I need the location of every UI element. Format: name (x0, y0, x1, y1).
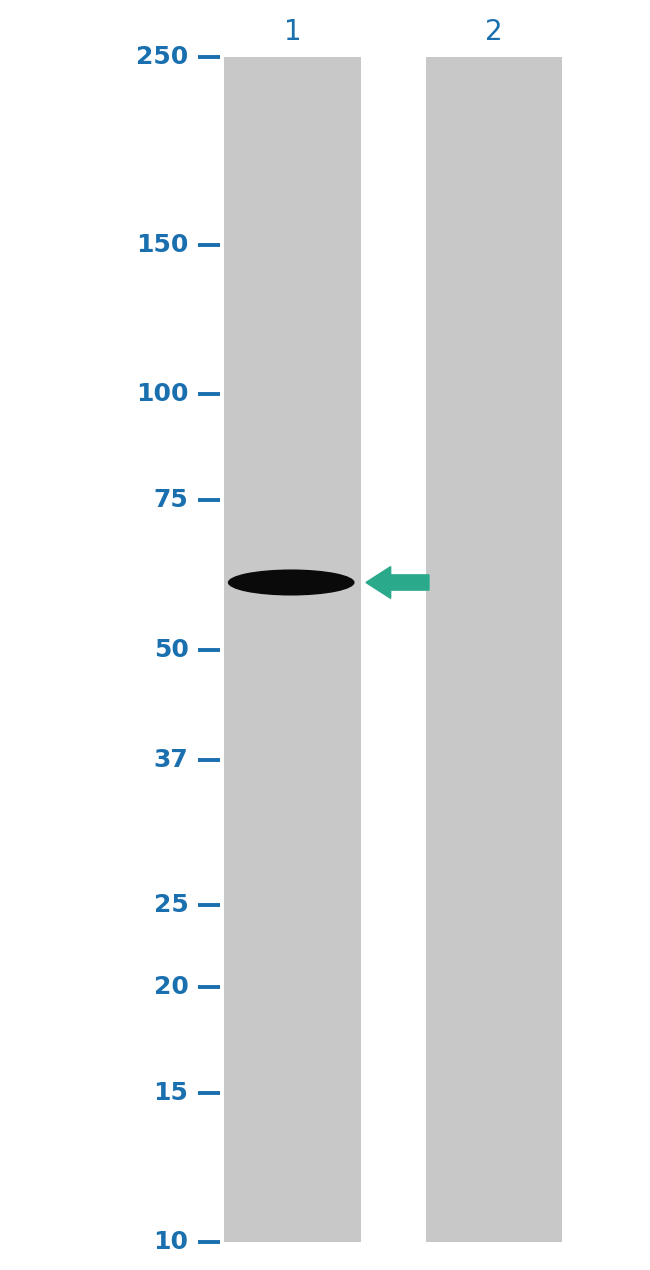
Ellipse shape (227, 569, 355, 596)
Text: 50: 50 (153, 638, 188, 662)
Bar (224, 57, 361, 1242)
Text: 10: 10 (153, 1231, 188, 1253)
Text: 25: 25 (154, 893, 188, 917)
Text: 15: 15 (153, 1081, 188, 1105)
FancyArrow shape (366, 566, 429, 598)
Text: 37: 37 (154, 748, 188, 772)
Text: 100: 100 (136, 382, 188, 406)
Text: 20: 20 (153, 975, 188, 999)
Text: 2: 2 (485, 18, 503, 46)
Text: 75: 75 (154, 489, 188, 512)
Text: 1: 1 (283, 18, 302, 46)
Text: 250: 250 (136, 46, 188, 69)
Bar (426, 57, 562, 1242)
Text: 150: 150 (136, 234, 188, 258)
